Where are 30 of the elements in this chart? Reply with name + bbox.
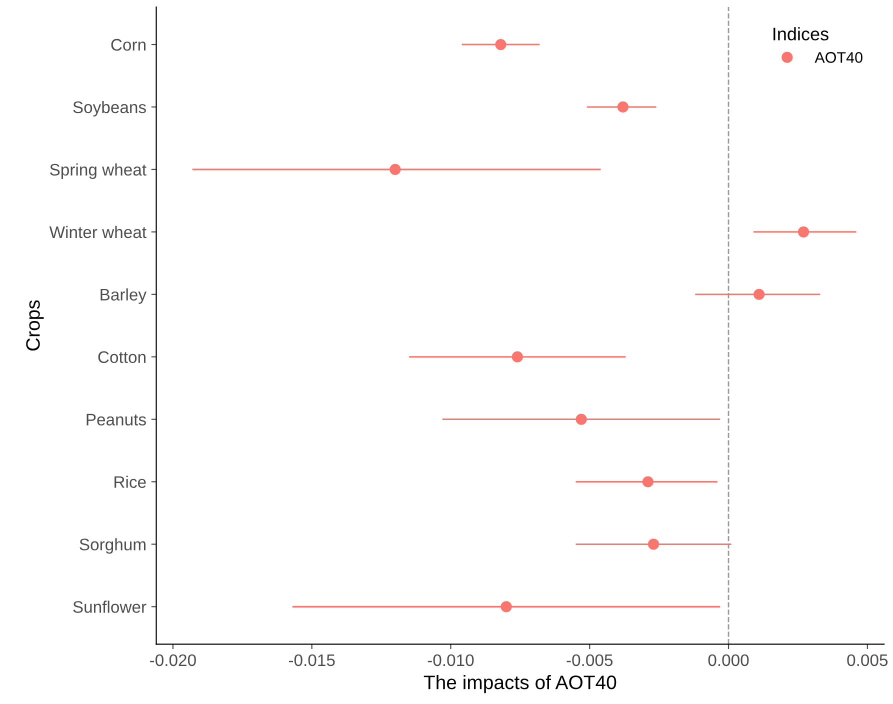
point [500,601,512,612]
x-tick-label: 0.005 [847,654,888,666]
point [495,38,506,50]
point [576,414,587,425]
y-tick-label: Rice [114,476,146,488]
y-tick-label: Spring wheat [50,163,146,179]
x-tick-label: -0.015 [288,654,335,666]
point [512,351,523,362]
point [617,101,629,113]
y-tick-label: Barley [100,288,147,304]
y-tick-label: Cotton [98,351,146,364]
y-tick-label: Sunflower [73,600,146,613]
y-tick-label: Soybeans [73,100,146,116]
y-tick-label: Corn [111,38,146,51]
x-tick-label: -0.010 [428,654,474,666]
y-axis-title: Crops [26,300,44,351]
x-tick-label: -0.020 [150,654,196,666]
legend-title: Indices [774,27,828,40]
point [390,164,401,175]
y-tick-label: Peanuts [86,414,146,426]
x-tick-label: 0.000 [708,654,749,666]
x-tick-label: -0.005 [566,654,613,666]
point [648,538,660,550]
point [754,288,765,300]
legend-label: AOT40 [814,52,862,63]
y-tick-label: Winter wheat [49,226,146,238]
point [642,476,654,488]
x-axis-title: The impacts of AOT40 [424,674,616,694]
point [798,226,810,238]
y-tick-label: Sorghum [80,538,146,554]
